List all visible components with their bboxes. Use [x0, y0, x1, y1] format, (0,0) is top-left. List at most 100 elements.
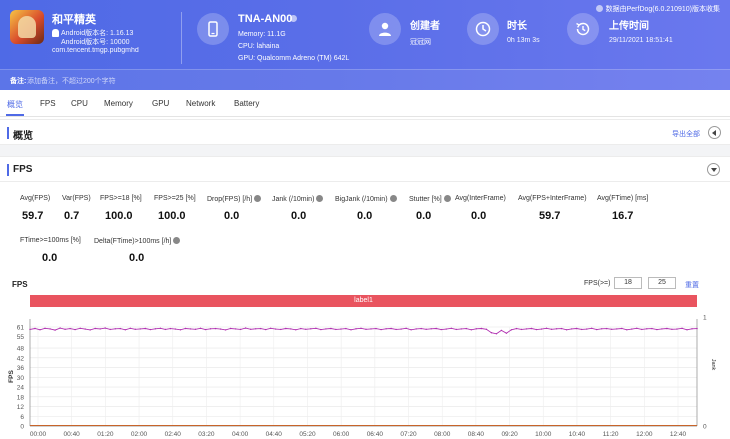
- tab-bar: 概览 FPS CPU Memory GPU Network Battery: [0, 90, 730, 117]
- fps-data-point: [285, 327, 287, 330]
- fps-data-point: [350, 329, 352, 331]
- info-icon: [595, 5, 603, 12]
- fps-data-point: [550, 328, 553, 330]
- x-tick-label: 03:20: [198, 431, 215, 438]
- metric-label: Stutter [%]: [409, 195, 451, 203]
- note-row: 备注: 添加备注，不超过200个字符: [0, 69, 730, 90]
- help-icon[interactable]: [443, 195, 451, 202]
- user-icon: [369, 13, 401, 45]
- fps-data-point: [265, 328, 267, 331]
- tab-cpu[interactable]: CPU: [71, 99, 88, 108]
- fps-threshold-input-2[interactable]: 25: [648, 277, 676, 289]
- device-info-icon[interactable]: [290, 15, 297, 22]
- fps-data-point: [621, 327, 623, 330]
- fps-data-point: [490, 332, 493, 334]
- fps-data-point: [124, 329, 127, 331]
- metric-value: 100.0: [158, 210, 186, 222]
- device-name: TNA-AN00: [238, 13, 293, 25]
- collapse-left-icon[interactable]: [708, 126, 721, 139]
- fps-data-point: [129, 327, 131, 329]
- tab-network[interactable]: Network: [186, 99, 216, 108]
- section-gap: [0, 145, 730, 156]
- fps-data-point: [365, 328, 367, 330]
- metric-label: Drop(FPS) [/h]: [207, 195, 262, 203]
- x-tick-label: 01:20: [97, 431, 114, 438]
- fps-data-point: [530, 327, 533, 330]
- header-divider: [181, 12, 182, 64]
- y-tick-label: 6: [20, 414, 24, 421]
- tab-overview[interactable]: 概览: [7, 100, 23, 109]
- overview-title: 概览: [13, 131, 33, 142]
- fps-data-point: [139, 328, 141, 330]
- fps-data-point: [164, 328, 167, 331]
- x-tick-label: 05:20: [299, 431, 316, 438]
- metric-value: 0.0: [42, 252, 58, 264]
- help-icon[interactable]: [316, 195, 324, 202]
- duration-label: 时长: [507, 21, 527, 32]
- fps-data-point: [250, 328, 252, 330]
- label-band[interactable]: label1: [30, 295, 697, 307]
- fps-data-point: [420, 327, 422, 330]
- metric-value: 0.0: [416, 210, 432, 222]
- y-tick-label: 36: [17, 365, 25, 372]
- fps-data-point: [335, 328, 337, 331]
- tab-battery[interactable]: Battery: [234, 99, 260, 108]
- fps-data-point: [260, 327, 262, 330]
- android-version: Android版本名: 1.16.13: [61, 30, 134, 37]
- fps-data-point: [455, 328, 457, 331]
- fps-data-point: [651, 327, 653, 330]
- fps-data-point: [581, 328, 583, 331]
- fps-data-point: [686, 329, 688, 331]
- fps-data-point: [34, 327, 36, 330]
- fps-data-point: [144, 327, 146, 330]
- chevron-down-icon[interactable]: [707, 163, 720, 176]
- tab-fps[interactable]: FPS: [40, 99, 56, 108]
- tab-memory[interactable]: Memory: [104, 99, 133, 108]
- fps-data-point: [676, 328, 678, 330]
- fps-data-point: [219, 328, 222, 330]
- fps-data-point: [255, 328, 257, 330]
- x-tick-label: 10:00: [535, 431, 552, 438]
- clock-icon: [467, 13, 499, 45]
- y-tick-label: 0: [20, 424, 24, 431]
- upload-label: 上传时间: [609, 21, 649, 32]
- help-icon[interactable]: [173, 237, 181, 244]
- fps-data-point: [636, 327, 638, 329]
- reset-button[interactable]: 重置: [685, 282, 699, 289]
- fps-data-point: [340, 328, 342, 330]
- metric-value: 100.0: [105, 210, 133, 222]
- fps-threshold-input-1[interactable]: 18: [614, 277, 642, 289]
- fps-data-point: [445, 328, 447, 330]
- x-tick-label: 04:40: [266, 431, 283, 438]
- metric-label: Avg(InterFrame): [455, 195, 506, 202]
- tab-gpu[interactable]: GPU: [152, 99, 170, 108]
- fps-data-point: [555, 328, 558, 330]
- metric-value: 59.7: [539, 210, 561, 222]
- fps-data-point: [631, 328, 633, 330]
- note-input[interactable]: 添加备注，不超过200个字符: [27, 78, 116, 85]
- fps-data-point: [570, 328, 573, 330]
- fps-data-point: [234, 328, 237, 330]
- fps-data-point: [611, 328, 613, 330]
- y2-tick-label: 0: [703, 424, 707, 431]
- fps-data-point: [104, 327, 106, 329]
- fps-data-point: [189, 328, 192, 330]
- fps-data-point: [646, 328, 648, 330]
- y-axis-title: FPS: [8, 370, 15, 383]
- fps-data-point: [535, 328, 538, 331]
- metric-label: Avg(FPS+InterFrame): [518, 195, 587, 202]
- fps-data-point: [656, 328, 658, 331]
- metric-label: Avg(FPS): [20, 195, 51, 202]
- fps-data-point: [89, 329, 91, 331]
- fps-data-point: [380, 328, 382, 331]
- help-icon[interactable]: [254, 195, 262, 202]
- y-tick-label: 18: [17, 394, 25, 401]
- metric-label: Var(FPS): [62, 195, 91, 202]
- help-icon[interactable]: [389, 195, 397, 202]
- fps-data-point: [440, 328, 442, 331]
- fps-data-point: [64, 328, 66, 330]
- y-tick-label: 30: [17, 375, 25, 382]
- fps-data-point: [39, 329, 41, 331]
- x-tick-label: 09:20: [501, 431, 518, 438]
- export-all-link[interactable]: 导出全部: [672, 131, 700, 138]
